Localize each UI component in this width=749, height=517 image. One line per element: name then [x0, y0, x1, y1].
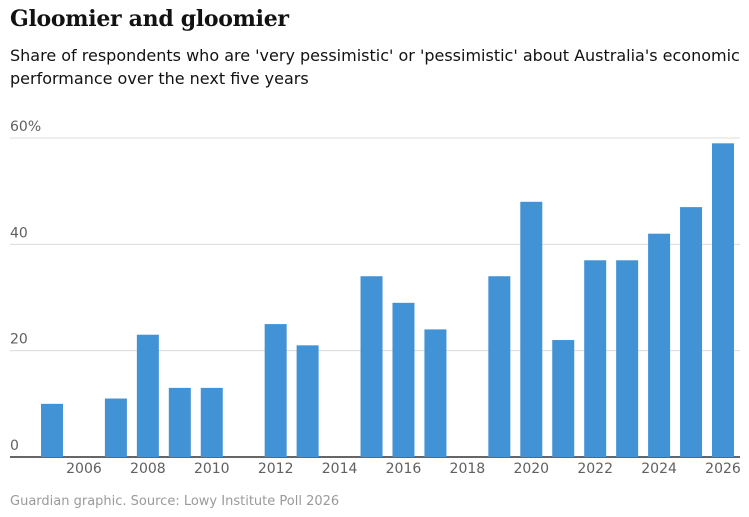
bars: [41, 143, 734, 458]
source-note: Guardian graphic. Source: Lowy Institute…: [10, 494, 340, 509]
bar-2007: [104, 398, 127, 457]
x-tick-label: 2018: [450, 461, 486, 477]
bar-2024: [648, 233, 671, 457]
bar-2013: [296, 345, 319, 457]
bar-2016: [392, 302, 415, 457]
x-tick-label: 2024: [641, 461, 677, 477]
bar-2022: [584, 260, 607, 457]
x-axis-labels: 2006 2008 2010 2012 2014 2016 2018 2020 2022 2024…: [66, 461, 741, 477]
y-tick-label: 20: [10, 332, 28, 348]
chart-subtitle: Share of respondents who are 'very pessi…: [10, 46, 740, 88]
bar-2023: [616, 260, 639, 457]
bar-2019: [488, 276, 511, 457]
bar-2010: [200, 387, 223, 457]
bar-2026: [712, 143, 734, 458]
x-tick-label: 2012: [258, 461, 294, 477]
chart-title: Gloomier and gloomier: [10, 6, 289, 32]
x-tick-label: 2014: [322, 461, 358, 477]
bar-2009: [168, 387, 191, 457]
y-tick-label: 40: [10, 225, 28, 241]
bar-2021: [552, 340, 575, 457]
y-tick-label: 0: [10, 438, 19, 454]
bar-2008: [136, 334, 159, 457]
bar-2012: [264, 324, 287, 457]
bar-2015: [360, 276, 383, 457]
bar-2017: [424, 329, 447, 457]
x-tick-label: 2010: [194, 461, 230, 477]
x-tick-label: 2022: [577, 461, 613, 477]
x-tick-label: 2020: [513, 461, 549, 477]
bar-2020: [520, 201, 543, 457]
x-tick-label: 2006: [66, 461, 102, 477]
bar-2005: [41, 403, 63, 457]
x-tick-label: 2016: [386, 461, 422, 477]
y-axis-labels: 0 20 40 60%: [10, 119, 41, 454]
bar-2025: [680, 207, 703, 457]
bar-chart: 0 20 40 60% 2006 2008 2010 2012 2014 2016 2018 202…: [10, 119, 741, 477]
x-tick-label: 2008: [130, 461, 166, 477]
x-tick-label: 2026: [705, 461, 741, 477]
y-tick-label: 60%: [10, 119, 41, 135]
